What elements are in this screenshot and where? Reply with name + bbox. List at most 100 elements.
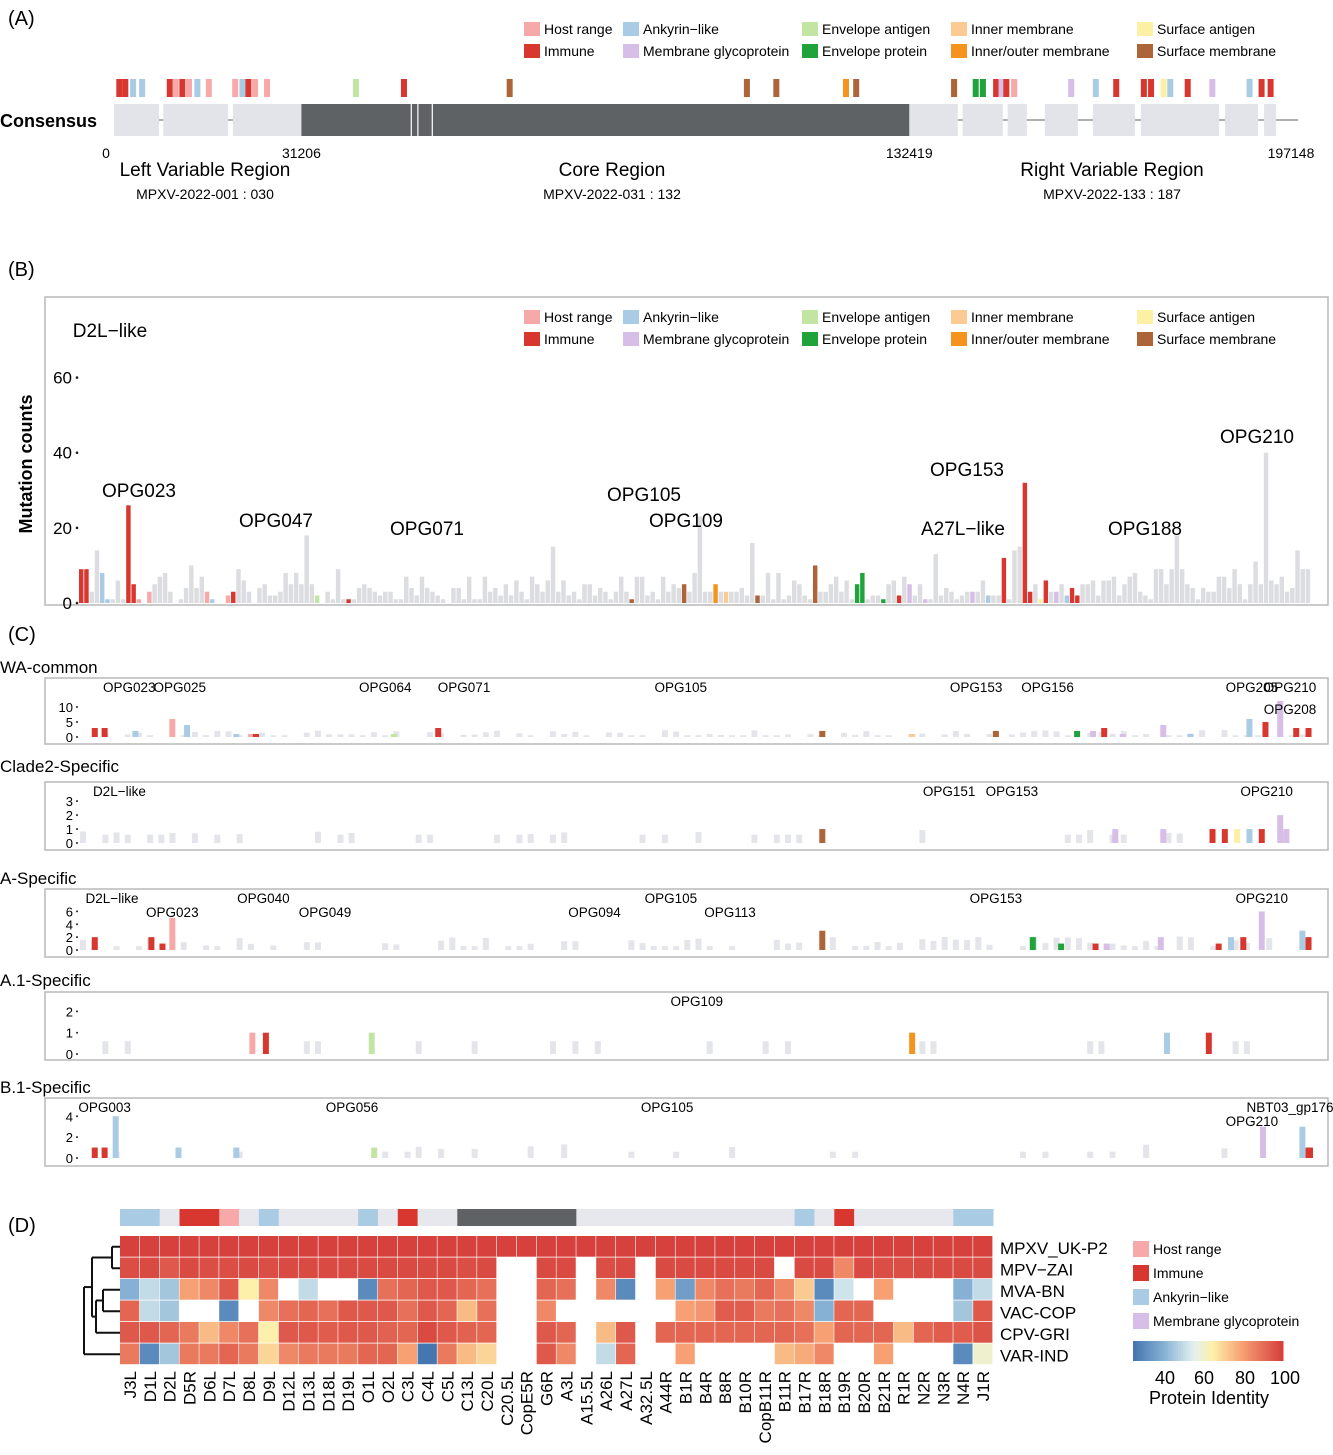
heatmap-cell-cpv-gri-c3l [397,1322,418,1343]
colorbar-segment [1225,1341,1229,1361]
subpanel-bar [874,941,881,950]
subpanel-bar [583,735,590,737]
subpanel-bar [639,834,646,843]
subpanel-ytick-wa-common-10: 10 [59,700,73,715]
subpanel-bar [516,834,523,843]
subpanel-bar [807,734,814,737]
subpanel-colored-bar [368,1032,375,1054]
subpanel-bar [919,733,926,737]
subpanel-bar [315,1041,322,1054]
mutation-bar-217 [1216,576,1222,603]
mutation-bar-29 [231,591,236,603]
heatmap-column-label-b8r: B8R [716,1371,735,1404]
heatmap-legend-swatch-membrane-glycoprotein [1133,1313,1149,1329]
subpanel-bar [303,1041,310,1054]
mutation-bar-174 [991,595,996,603]
colorbar-segment [1205,1341,1209,1361]
colorbar-segment [1218,1341,1221,1361]
subpanel-colored-bar [1119,734,1126,737]
legend-swatch-membrane-glycoprotein [623,332,639,346]
heatmap-column-label-a27l: A27L [617,1371,636,1411]
heatmap-column-label-d8l: D8L [240,1371,259,1402]
subpanel-bar [1120,834,1127,843]
heatmap-column-label-b11r: B11R [776,1371,795,1412]
heatmap-column-label-b10r: B10R [736,1371,755,1414]
category-strip-cell-d6l [199,1209,220,1226]
annotated-gene-24 [979,79,986,97]
gene-label-opg153: OPG153 [930,460,1004,481]
colorbar-segment [1190,1341,1194,1361]
mutation-bar-169 [964,591,970,603]
mutation-bar-78 [487,591,493,603]
heatmap-cell-mpxv-uk-p2-b11r [774,1236,794,1257]
subpanel-colored-bar [1215,943,1222,950]
subpanel-bar [1087,942,1094,950]
subpanel-colored-bar [248,734,255,737]
subpanel-gene-label-opg071: OPG071 [438,680,491,695]
legend-label-host-range: Host range [544,309,613,325]
heatmap-cell-mpxv-uk-p2-j3l [120,1236,140,1257]
mutation-bar-179 [1017,546,1022,603]
heatmap-column-label-d19l: D19L [339,1371,358,1412]
mutation-bar-123 [723,591,729,603]
subpanel-colored-bar [1092,943,1099,950]
subpanel-bar [975,937,982,950]
mutation-bar-192 [1085,584,1091,603]
subpanel-bar [1120,945,1127,950]
mutation-bar-24 [204,591,210,603]
subpanel-bar [337,734,344,737]
region-range-core-region: MPXV-2022-031 : 132 [543,186,681,202]
heatmap-column-label-d9l: D9L [260,1371,279,1402]
heatmap-cell-mva-bn-a26l [596,1279,616,1300]
subpanel-bar [303,942,310,950]
subpanel-bar [684,735,691,737]
heatmap-cell-mva-bn-j1r [973,1279,993,1300]
legend-swatch-immune [524,332,540,346]
mutation-bar-124 [729,591,734,603]
heatmap-column-label-n2r: N2R [915,1371,934,1405]
heatmap-cell-vac-cop-b10r [735,1300,755,1322]
subpanel-bar [1020,732,1027,737]
category-strip-cell-b18r [814,1209,835,1226]
subpanel-frame-clade2-specific [44,781,1329,851]
subpanel-bar [203,945,210,950]
legend-label-inner-membrane: Inner membrane [971,309,1074,325]
heatmap-cell-cpv-gri-d19l [338,1322,358,1343]
heatmap-cell-vac-cop-b11r [774,1300,794,1322]
heatmap-column-label-copb11r: CopB11R [756,1371,775,1443]
category-strip-cell-n3r [933,1209,954,1226]
annotated-gene-40 [1267,79,1274,97]
gene-label-d2l-like: D2L−like [73,321,147,342]
mutation-bar-66 [425,587,430,603]
mutation-bar-2 [89,591,94,603]
heatmap-cell-mva-bn-g6r [536,1279,556,1300]
heatmap-cell-mva-bn-a3l [556,1279,576,1300]
heatmap-column-label-b1r: B1R [676,1371,695,1404]
subpanel-bar [639,943,646,950]
heatmap-column-label-o2l: O2L [379,1371,398,1403]
heatmap-cell-vac-cop-d19l [338,1300,358,1322]
subpanel-bar [281,735,288,737]
mutation-bar-69 [440,599,446,603]
heatmap-row-label-var-ind: VAR-IND [1000,1346,1069,1365]
subpanel-ytick-mark [76,910,78,913]
annotated-gene-29 [1068,79,1075,97]
genome-axis: 0 31206 132419 197148 [102,145,1314,161]
subpanel-bar [1221,1148,1228,1158]
heatmap-cell-mpv-zai-b4r [695,1257,715,1279]
mutation-bar-175 [996,595,1001,603]
category-strip-cell-d18l [318,1209,339,1226]
heatmap-cell-mva-bn-b11r [774,1279,794,1300]
legend-swatch-envelope-protein [802,44,818,58]
subpanel-colored-bar [1246,829,1253,843]
annotated-gene-5 [172,79,179,97]
annotated-gene-17 [506,79,513,97]
heatmap-column-label-c5l: C5L [438,1371,457,1402]
mutation-bar-232 [1295,550,1300,603]
gene-label-a27l-like: A27L−like [921,519,1005,540]
heatmap-cell-vac-cop-b19r [834,1300,854,1322]
mutation-bar-121 [713,584,718,603]
subpanel-colored-bar [91,1147,98,1158]
mutation-bar-202 [1137,591,1143,603]
heatmap-cell-cpv-gri-o2l [377,1322,398,1343]
